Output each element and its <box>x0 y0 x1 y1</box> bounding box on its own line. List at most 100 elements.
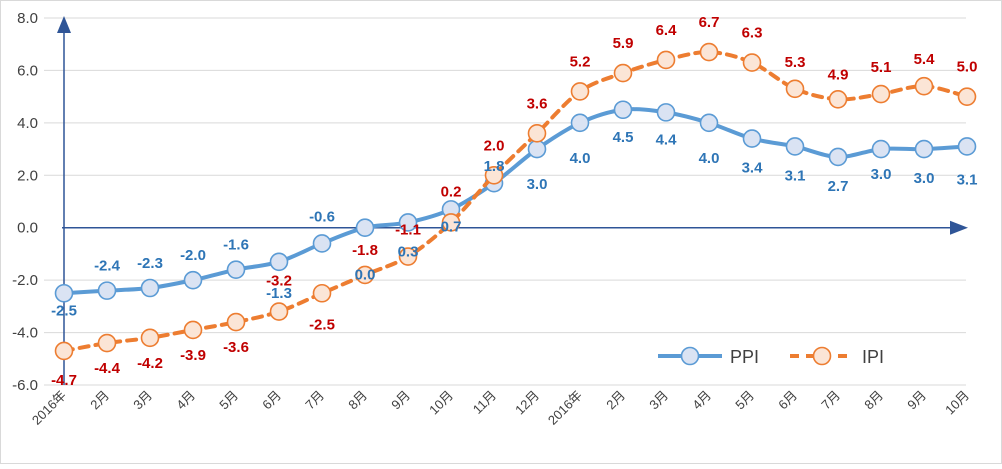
legend-label-ppi: PPI <box>730 347 759 367</box>
ppi-data-label: 4.5 <box>613 129 634 146</box>
ipi-data-label: -3.6 <box>223 339 249 356</box>
ipi-data-label: -1.8 <box>352 242 378 259</box>
ipi-data-label: -1.1 <box>395 222 421 239</box>
ipi-point <box>527 124 547 143</box>
ipi-data-label: 6.3 <box>742 25 763 42</box>
series-line-ppi <box>62 107 969 296</box>
ppi-data-label: 4.0 <box>699 150 720 167</box>
ipi-point <box>957 87 977 106</box>
ipi-data-label: 4.9 <box>828 66 849 83</box>
ppi-data-label: 3.0 <box>871 166 892 183</box>
ppi-data-label: 2.7 <box>828 178 849 195</box>
ppi-data-label: 3.0 <box>914 170 935 187</box>
legend: PPI IPI <box>658 346 884 367</box>
ipi-data-label: 2.0 <box>484 137 505 154</box>
ipi-point <box>699 42 719 62</box>
ppi-data-label: -1.6 <box>223 237 249 254</box>
ipi-point <box>742 53 762 72</box>
ipi-point <box>785 79 805 99</box>
legend-label-ipi: IPI <box>862 347 884 367</box>
y-tick-label: 0.0 <box>17 220 38 237</box>
ppi-point <box>957 137 977 156</box>
y-tick-label: -6.0 <box>12 377 38 394</box>
ipi-point <box>656 50 676 70</box>
ppi-data-label: 3.1 <box>785 167 806 184</box>
ipi-point <box>226 312 246 332</box>
ipi-point <box>484 165 504 185</box>
ipi-point <box>871 84 891 104</box>
ppi-point <box>183 270 203 290</box>
ipi-data-label: 6.7 <box>699 14 720 31</box>
ppi-point <box>914 139 934 159</box>
ppi-data-label: -1.3 <box>266 285 292 302</box>
ipi-data-label: -3.2 <box>266 273 292 290</box>
ipi-point <box>183 320 203 340</box>
ppi-data-label: 3.1 <box>957 171 978 188</box>
ipi-point <box>828 89 848 109</box>
y-axis-arrow <box>57 16 71 33</box>
y-tick-label: -4.0 <box>12 325 38 342</box>
ppi-point <box>269 252 289 272</box>
ipi-data-label: 5.4 <box>914 51 936 68</box>
ppi-point <box>527 139 547 159</box>
ipi-data-label: -3.9 <box>180 347 206 364</box>
ipi-data-label: 5.0 <box>957 59 978 76</box>
ipi-point <box>269 302 289 321</box>
ppi-point <box>699 113 719 133</box>
ipi-point <box>398 247 418 266</box>
series <box>54 42 977 361</box>
ppi-point <box>398 213 418 232</box>
data-labels: -2.5 -2.4 -2.3 -2.0 -1.6 -1.3 -0.6 0.0 0.3 0.7 1.8… <box>51 14 977 389</box>
ppi-data-label: 4.0 <box>570 150 591 167</box>
y-tick-label: -2.0 <box>12 272 38 289</box>
ppi-data-label: 0.0 <box>355 267 376 284</box>
ppi-data-label: -2.3 <box>137 255 163 272</box>
ppi-point <box>570 113 590 133</box>
x-axis-arrow <box>950 220 968 235</box>
ipi-data-label: 0.2 <box>441 183 462 200</box>
ppi-data-label: 1.8 <box>484 158 505 175</box>
ppi-data-label: 0.3 <box>398 243 419 260</box>
ipi-point <box>140 328 160 348</box>
ppi-point <box>140 278 160 298</box>
ppi-point <box>54 283 74 303</box>
ppi-point <box>871 139 891 159</box>
axes <box>57 16 968 385</box>
ipi-point <box>613 63 633 83</box>
ipi-point <box>914 76 934 96</box>
ppi-point <box>226 260 246 279</box>
ipi-point <box>312 283 332 303</box>
ppi-data-label: -0.6 <box>309 208 335 225</box>
ppi-point <box>355 218 375 238</box>
ipi-data-label: -2.5 <box>309 316 335 333</box>
ipi-data-label: 5.2 <box>570 53 591 70</box>
ppi-data-label: -2.0 <box>180 247 206 264</box>
ppi-point <box>742 129 762 148</box>
series-line-ipi <box>62 50 969 353</box>
ppi-point <box>613 100 633 120</box>
ipi-data-label: -4.7 <box>51 372 77 389</box>
ppi-data-label: -2.4 <box>94 258 121 275</box>
ppi-data-label: -2.5 <box>51 302 77 319</box>
ppi-point <box>828 147 848 167</box>
ipi-point <box>97 333 117 353</box>
y-tick-label: 4.0 <box>17 115 38 132</box>
ipi-data-label: 5.9 <box>613 35 634 52</box>
ipi-data-label: 5.1 <box>871 59 892 76</box>
ipi-data-label: -4.2 <box>137 355 163 372</box>
ppi-point <box>656 103 676 122</box>
ppi-data-label: 4.4 <box>656 131 678 148</box>
ipi-data-label: 5.3 <box>785 54 806 71</box>
ipi-point <box>355 265 375 285</box>
ipi-data-label: 6.4 <box>656 22 678 39</box>
ipi-point <box>441 213 461 232</box>
legend-marker-ipi <box>812 346 832 366</box>
y-tick-label: 6.0 <box>17 62 38 79</box>
ppi-point <box>312 234 332 253</box>
ipi-point <box>54 341 74 361</box>
y-tick-label: 8.0 <box>17 10 38 27</box>
legend-marker-ppi <box>680 346 700 366</box>
